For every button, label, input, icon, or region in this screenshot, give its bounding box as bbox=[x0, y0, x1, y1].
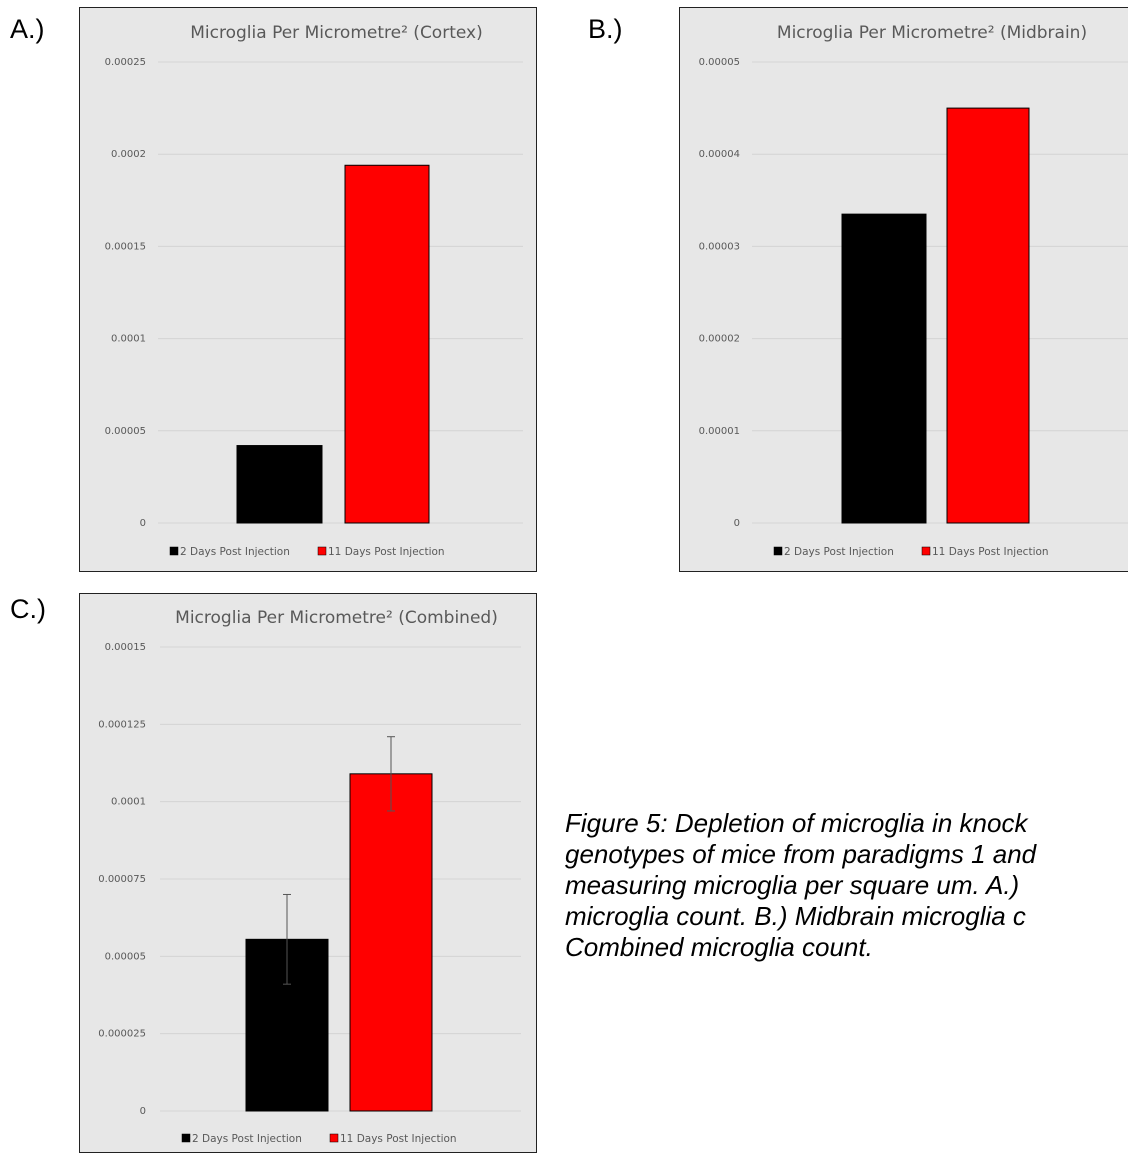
legend-label: 11 Days Post Injection bbox=[340, 1133, 457, 1145]
y-tick-label: 0 bbox=[140, 1106, 146, 1117]
legend-swatch bbox=[329, 1133, 339, 1143]
y-tick-label: 0.0001 bbox=[111, 334, 146, 345]
y-tick-label: 0.000025 bbox=[98, 1029, 146, 1040]
figure-caption: Figure 5: Depletion of microglia in knoc… bbox=[565, 808, 1125, 963]
legend-label: 2 Days Post Injection bbox=[192, 1133, 302, 1145]
legend-label: 11 Days Post Injection bbox=[328, 546, 445, 558]
legend-swatch bbox=[317, 546, 327, 556]
bar-11-days bbox=[349, 773, 433, 1112]
bar-2-days bbox=[236, 445, 323, 524]
y-tick-label: 0 bbox=[140, 518, 146, 529]
y-tick-label: 0.000125 bbox=[98, 719, 146, 730]
y-tick-label: 0.00025 bbox=[105, 57, 146, 68]
y-tick-label: 0.00005 bbox=[105, 426, 146, 437]
chart-midbrain: Microglia Per Micrometre² (Midbrain) 0 0.0… bbox=[679, 7, 1128, 572]
y-tick-label: 0.000075 bbox=[98, 874, 146, 885]
panel-letter-b: B.) bbox=[588, 14, 623, 44]
legend-swatch bbox=[921, 546, 931, 556]
y-tick-label: 0.00015 bbox=[105, 642, 146, 653]
panel-letter-c: C.) bbox=[10, 594, 46, 624]
y-tick-label: 0.0001 bbox=[111, 797, 146, 808]
legend-label: 2 Days Post Injection bbox=[180, 546, 290, 558]
chart-combined-svg: Microglia Per Micrometre² (Combined) 0 0.0… bbox=[98, 608, 521, 1145]
y-tick-label: 0.00015 bbox=[105, 241, 146, 252]
y-tick-label: 0.0002 bbox=[111, 149, 146, 160]
legend-swatch bbox=[169, 546, 179, 556]
bar-2-days bbox=[841, 213, 927, 524]
y-tick-label: 0 bbox=[734, 518, 740, 529]
chart-title: Microglia Per Micrometre² (Cortex) bbox=[190, 23, 482, 43]
legend-label: 2 Days Post Injection bbox=[784, 546, 894, 558]
caption-line-2: genotypes of mice from paradigms 1 and bbox=[565, 839, 1037, 869]
y-tick-label: 0.00005 bbox=[699, 57, 740, 68]
bar-11-days bbox=[344, 164, 430, 524]
bar-11-days bbox=[946, 107, 1030, 524]
chart-midbrain-svg: Microglia Per Micrometre² (Midbrain) 0 0.0… bbox=[699, 23, 1128, 558]
chart-cortex: Microglia Per Micrometre² (Cortex) 0 0.000… bbox=[79, 7, 537, 572]
y-tick-label: 0.00003 bbox=[699, 241, 740, 252]
chart-title: Microglia Per Micrometre² (Combined) bbox=[175, 608, 498, 628]
chart-cortex-svg: Microglia Per Micrometre² (Cortex) 0 0.000… bbox=[105, 23, 523, 558]
panel-letter-a: A.) bbox=[10, 14, 45, 44]
caption-line-1: Figure 5: Depletion of microglia in knoc… bbox=[565, 808, 1028, 838]
legend-swatch bbox=[773, 546, 783, 556]
y-tick-label: 0.00001 bbox=[699, 426, 740, 437]
y-tick-label: 0.00005 bbox=[105, 951, 146, 962]
chart-title: Microglia Per Micrometre² (Midbrain) bbox=[777, 23, 1087, 43]
y-tick-label: 0.00002 bbox=[699, 334, 740, 345]
caption-line-5: Combined microglia count. bbox=[565, 932, 873, 962]
caption-line-3: measuring microglia per square um. A.) bbox=[565, 870, 1020, 900]
legend-swatch bbox=[181, 1133, 191, 1143]
caption-line-4: microglia count. B.) Midbrain microglia … bbox=[565, 901, 1026, 931]
legend-label: 11 Days Post Injection bbox=[932, 546, 1049, 558]
chart-combined: Microglia Per Micrometre² (Combined) 0 0.0… bbox=[79, 593, 537, 1153]
y-tick-label: 0.00004 bbox=[699, 149, 740, 160]
